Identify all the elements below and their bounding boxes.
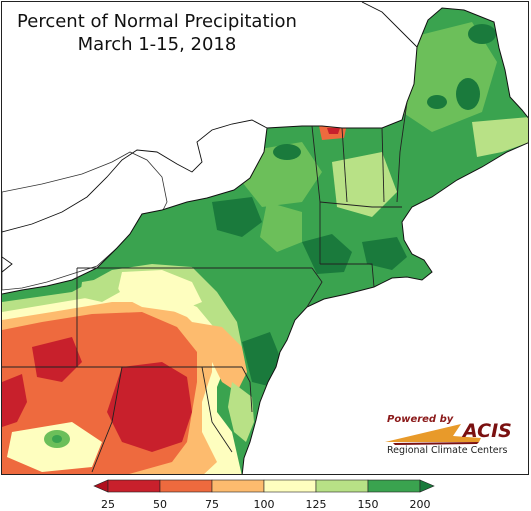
legend-tick-label: 200 [409, 498, 431, 511]
powered-by-text: Powered by [387, 414, 454, 425]
coastline [2, 7, 528, 474]
lake-ontario-shore [2, 119, 268, 233]
legend-low-arrow [93, 479, 109, 493]
legend-colorbar [93, 479, 435, 493]
precipitation-map [2, 2, 528, 474]
acis-logo-text: ACIS [463, 420, 512, 442]
legend-bin-150-200 [367, 479, 421, 493]
color-legend: 25 50 75 100 125 150 200 [0, 476, 531, 511]
legend-tick-label: 100 [253, 498, 275, 511]
map-frame [1, 1, 529, 475]
legend-tick-label: 150 [357, 498, 379, 511]
acis-swoosh-icon [385, 424, 481, 445]
legend-tick-label: 125 [305, 498, 327, 511]
map-subtitle: March 1-15, 2018 [77, 34, 237, 55]
acis-credit: Powered by ACIS Regional Climate Centers [383, 412, 523, 460]
legend-high-arrow [419, 479, 435, 493]
legend-bin-75-100 [211, 479, 265, 493]
legend-bin-100-125 [263, 479, 317, 493]
legend-tick-label: 75 [205, 498, 219, 511]
canada-border [361, 2, 418, 48]
map-title: Percent of Normal Precipitation [17, 11, 297, 32]
legend-bin-50-75 [159, 479, 213, 493]
legend-bin-125-150 [315, 479, 369, 493]
legend-tick-label: 25 [101, 498, 115, 511]
rcc-text: Regional Climate Centers [387, 445, 508, 456]
legend-tick-label: 50 [153, 498, 167, 511]
state-boundaries [2, 101, 408, 473]
legend-bin-25-50 [107, 479, 161, 493]
